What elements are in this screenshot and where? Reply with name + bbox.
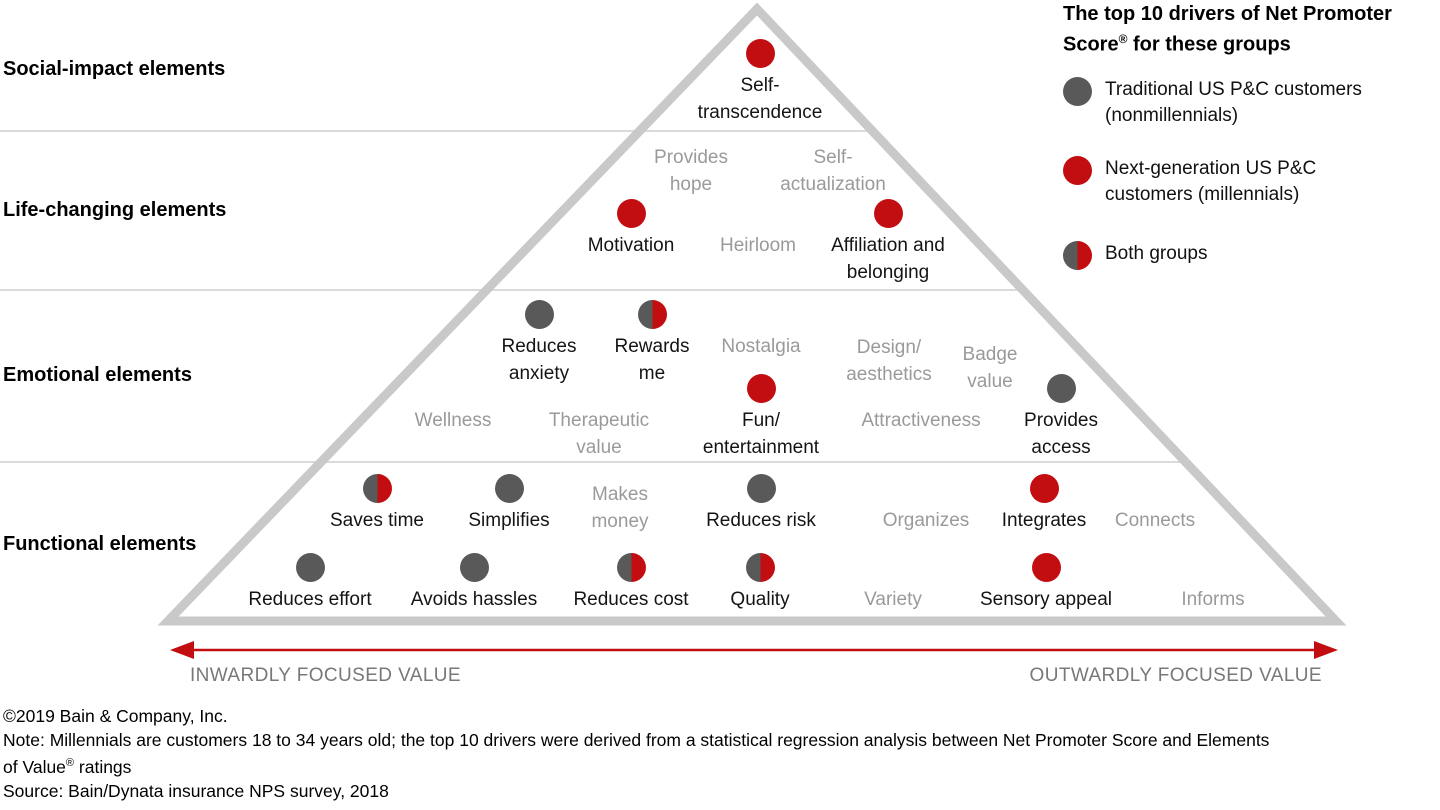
element-nostalgia: Nostalgia (721, 335, 801, 357)
element-connects: Connects (1114, 509, 1196, 531)
red-dot-icon (746, 373, 776, 403)
half-gray-half-red-dot-icon (1063, 240, 1092, 270)
element-attractiveness: Attractiveness (861, 409, 981, 431)
both-dot-icon (745, 552, 775, 582)
footer: ©2019 Bain & Company, Inc. Note: Millenn… (3, 705, 1437, 804)
arrow-left-icon (170, 641, 194, 659)
legend-heading: The top 10 drivers of Net Promoter Score… (1063, 3, 1392, 56)
element-variety: Variety (864, 588, 922, 610)
element-provides-hope: Provides hope (654, 146, 728, 195)
element-simplifies: Simplifies (468, 509, 550, 531)
outwardly-focused-value-label: OUTWARDLY FOCUSED VALUE (1029, 665, 1322, 686)
element-reduces-effort: Reduces effort (248, 588, 372, 610)
element-affiliation-and-belonging: Affiliation and belonging (831, 234, 945, 283)
element-motivation: Motivation (587, 234, 675, 256)
gray-dot-icon (1063, 76, 1092, 106)
gray-dot-icon (524, 299, 554, 329)
row-label-life-changing: Life-changing elements (3, 199, 227, 221)
element-sensory-appeal: Sensory appeal (979, 588, 1113, 610)
element-self-transcendence: Self-transcendence (697, 74, 823, 123)
element-design-aesthetics: Design/aesthetics (846, 336, 932, 385)
arrow-right-icon (1314, 641, 1338, 659)
element-informs: Informs (1181, 588, 1245, 610)
red-dot-icon (1063, 155, 1092, 185)
legend: The top 10 drivers of Net Promoter Score… (1063, 2, 1440, 270)
legend-item-both-groups: Both groups (1063, 240, 1440, 270)
element-therapeutic-value: Therapeutic value (548, 409, 650, 458)
gray-dot-icon (295, 552, 325, 582)
value-axis-arrow (170, 641, 1338, 659)
row-label-social-impact: Social-impact elements (3, 58, 226, 80)
both-dot-icon (616, 552, 646, 582)
red-dot-icon (1029, 473, 1059, 503)
element-wellness: Wellness (414, 409, 492, 431)
gray-dot-icon (1046, 373, 1076, 403)
element-heirloom: Heirloom (719, 234, 797, 256)
note-line-2: of Value® ratings (3, 757, 132, 778)
red-dot-icon (1031, 552, 1061, 582)
element-rewards-me: Rewards me (614, 335, 690, 384)
gray-dot-icon (746, 473, 776, 503)
row-label-functional: Functional elements (3, 533, 197, 555)
element-reduces-cost: Reduces cost (573, 588, 689, 610)
inwardly-focused-value-label: INWARDLY FOCUSED VALUE (190, 665, 461, 686)
source-line: Source: Bain/Dynata insurance NPS survey… (3, 780, 389, 801)
red-dot-icon (616, 198, 646, 228)
element-reduces-anxiety: Reduces anxiety (501, 335, 577, 384)
element-organizes: Organizes (882, 509, 970, 531)
element-quality: Quality (730, 588, 790, 610)
element-self-actualization: Self-actualization (780, 146, 886, 195)
row-label-emotional: Emotional elements (3, 364, 192, 386)
gray-dot-icon (459, 552, 489, 582)
element-fun-entertainment: Fun/entertainment (702, 409, 820, 458)
element-integrates: Integrates (1001, 509, 1087, 531)
element-avoids-hassles: Avoids hassles (410, 588, 538, 610)
legend-item-traditional: Traditional US P&C customers (nonmillenn… (1063, 76, 1440, 129)
pyramid-outline (157, 2, 1347, 626)
element-provides-access: Provides access (1024, 409, 1098, 458)
copyright-line: ©2019 Bain & Company, Inc. (3, 706, 228, 726)
note-line-1: Note: Millennials are customers 18 to 34… (3, 729, 1270, 750)
element-makes-money: Makes money (591, 483, 649, 532)
element-saves-time: Saves time (330, 509, 424, 531)
legend-item-next-generation: Next-generation US P&C customers (millen… (1063, 155, 1440, 208)
gray-dot-icon (494, 473, 524, 503)
red-dot-icon (873, 198, 903, 228)
red-dot-icon (745, 38, 775, 68)
element-badge-value: Badge value (962, 343, 1018, 392)
element-reduces-risk: Reduces risk (706, 509, 816, 531)
both-dot-icon (637, 299, 667, 329)
both-dot-icon (362, 473, 392, 503)
